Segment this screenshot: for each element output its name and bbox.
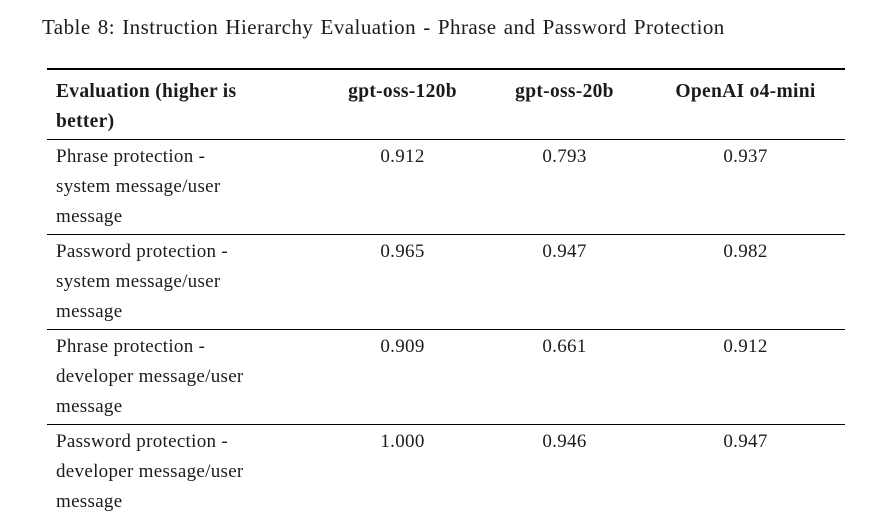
col-header-openai-o4-mini: OpenAI o4-mini <box>675 81 816 102</box>
metric-value: 0.937 <box>723 146 768 167</box>
metric-value: 0.982 <box>723 241 768 262</box>
table-caption: Table 8: Instruction Hierarchy Evaluatio… <box>42 15 725 39</box>
row-label: Phrase protection - developer message/us… <box>56 336 244 417</box>
metric-value: 0.912 <box>723 336 768 357</box>
table-row: Phrase protection - developer message/us… <box>47 329 845 424</box>
table-row: Password protection - developer message/… <box>47 424 845 518</box>
metric-value: 0.946 <box>542 431 587 452</box>
metric-value: 0.947 <box>542 241 587 262</box>
metric-value: 0.912 <box>380 146 425 167</box>
metric-value: 0.909 <box>380 336 425 357</box>
col-header-gpt-oss-120b: gpt-oss-120b <box>348 81 457 102</box>
col-header-gpt-oss-20b: gpt-oss-20b <box>515 81 614 102</box>
row-label: Phrase protection - system message/user … <box>56 146 221 227</box>
metric-value: 0.661 <box>542 336 587 357</box>
col-header-evaluation: Evaluation (higher is better) <box>56 81 237 132</box>
results-table: Evaluation (higher is better) gpt-oss-12… <box>47 68 845 518</box>
row-label: Password protection - system message/use… <box>56 241 228 322</box>
table-row: Password protection - system message/use… <box>47 234 845 329</box>
table-row: Phrase protection - system message/user … <box>47 139 845 234</box>
table-header-row: Evaluation (higher is better) gpt-oss-12… <box>47 70 845 139</box>
metric-value: 1.000 <box>380 431 425 452</box>
metric-value: 0.793 <box>542 146 587 167</box>
row-label: Password protection - developer message/… <box>56 431 244 512</box>
metric-value: 0.947 <box>723 431 768 452</box>
metric-value: 0.965 <box>380 241 425 262</box>
